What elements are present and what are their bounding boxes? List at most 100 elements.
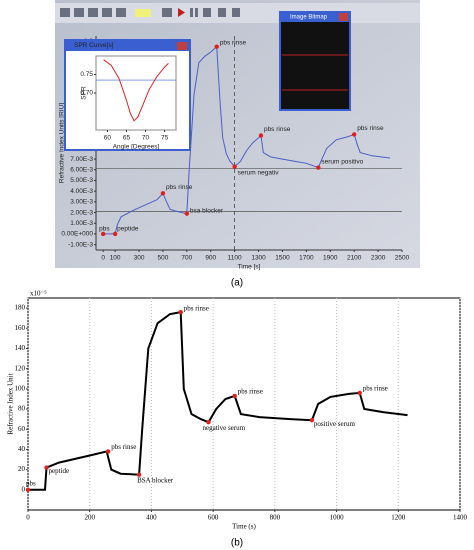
y-tick-label: 160 [15,324,26,332]
annotation-point [184,211,190,216]
y-tick-label: 20 [18,465,26,473]
annotation-label: pbs [26,479,36,487]
x-tick-label: 70 [142,135,150,142]
annotation-point [25,487,31,493]
annotation-label: pbs rinse [264,126,291,133]
chart-inset: 0.75 0.70 60 65 70 75 SPR Curve[s] Angle [Degre… [74,42,177,151]
y-tick-label: 0 [22,485,26,493]
x-tick-label: 300 [134,255,145,262]
y-tick-label: 140 [15,344,26,352]
annotation-label: serum negativ [238,169,280,176]
y-tick-label: 40 [18,445,26,453]
x-tick-label: 60 [104,135,112,142]
annotation-label: BSA blocker [137,476,174,484]
y-tick-label: 180 [15,304,26,312]
window-title: SPR Curve[s] [74,42,114,49]
annotation-point [44,465,49,470]
x-tick-label: 0 [26,514,30,522]
annotation-label: pbs rinse [166,184,193,191]
annotation-point [206,419,211,425]
window-title: Image Bitmap [290,15,328,21]
annotation-label: peptide [49,467,70,475]
annotation-label: pbs rinse [220,39,247,46]
annotation-label: pbs rinse [238,388,263,396]
y-tick-label: 80 [18,405,26,413]
annotation-point [351,132,357,137]
y-tick-label: 0.00E+000 [61,231,93,238]
spr-window [64,39,191,151]
x-tick-label: 1000 [330,514,345,522]
x-axis-title: Time (s) [232,523,256,531]
data-line [28,310,408,491]
x-tick-label: 500 [158,255,169,262]
annotation-point [112,231,118,237]
y-axis-title: SPR [81,86,88,100]
annotation-point [136,472,142,477]
y-axis-title: Refractive Index Unit [7,373,15,434]
annotation-label: serum positivo [321,158,363,165]
x-axis-title: Angle [Degrees] [113,144,160,151]
x-tick-label: 65 [123,135,131,142]
annotation-label: negative serum [203,424,246,432]
x-tick-label: 200 [84,514,95,522]
annotation-point [214,44,219,49]
y-tick-label: 5.00E-3 [70,177,93,184]
toolbar-icons [60,8,240,17]
annotation-label: pbs rinse [357,125,384,132]
y-axis-title: Refractive Index Units [RIU] [59,103,66,183]
x-tick-label: 1700 [299,255,314,262]
data-line [103,59,169,122]
y-tick-label: 2.00E-3 [70,209,93,216]
y-tick-label: 0.70 [80,90,93,97]
bitmap-window: Image Bitmap [279,11,351,111]
annotation-point [357,390,362,396]
annotation-label: pbs rinse [184,305,209,313]
y-tick-label: 4.00E-3 [70,188,93,195]
y-tick-label: 0.75 [80,71,93,78]
x-tick-label: 2100 [347,255,362,262]
annotation-label: bsa blocker [190,207,224,214]
y-tick-label: 6.00E-3 [70,166,93,173]
x-tick-label: 0 [101,255,105,262]
x-tick-label: 1900 [323,255,338,262]
plot-frame [27,297,461,511]
annotation-label: positive serum [314,420,356,428]
y-tick-label: 7.00E-3 [70,156,93,163]
annotation-label: pbs rinse [363,385,388,393]
y-tick-label: 120 [15,364,26,372]
annotation-point [316,165,321,170]
y-tick-label: 60 [18,425,26,433]
x-tick-label: 900 [205,255,216,262]
annotation-point [258,133,264,138]
annotation-point [232,164,237,169]
x-tick-label: 400 [146,514,157,522]
panel-label: (a) [231,278,243,289]
x-tick-label: 1100 [228,255,242,262]
annotation-point [160,191,166,196]
x-tick-label: 600 [208,514,219,522]
panel-label: (b) [231,538,243,549]
x-tick-label: 1300 [251,255,266,262]
x-tick-label: 1200 [391,514,406,522]
x-tick-label: 1500 [275,255,290,262]
annotation-label: pbs rinse [111,443,136,451]
annotation-point [106,449,111,454]
annotation-label: peptide [117,226,139,233]
annotation-point [178,309,183,315]
annotation-point [232,393,237,399]
x-tick-label: 800 [270,514,281,522]
annotation-point [100,231,106,237]
x-tick-label: 700 [181,255,192,262]
y-tick-label: -1.00E-3 [68,241,93,248]
y-tick-label: 3.00E-3 [70,199,93,206]
x-tick-label: 75 [161,135,169,142]
y-tick-label: 100 [15,384,26,392]
annotation-label: pbs [99,226,110,233]
panel-a: -1.00E-3 0.00E+000 1.00E-3 2.00E-3 3.00E-3 4.… [55,0,420,289]
chart-b: 0 20 40 60 80 100 120 140 160 180 0 200 400 600 800 100… [7,290,468,531]
y-tick-label: 1.00E-3 [70,220,93,227]
x-tick-label: 100 [110,255,121,262]
x-tick-label: 1400 [453,514,468,522]
x-axis-title: Time [s] [238,264,261,271]
